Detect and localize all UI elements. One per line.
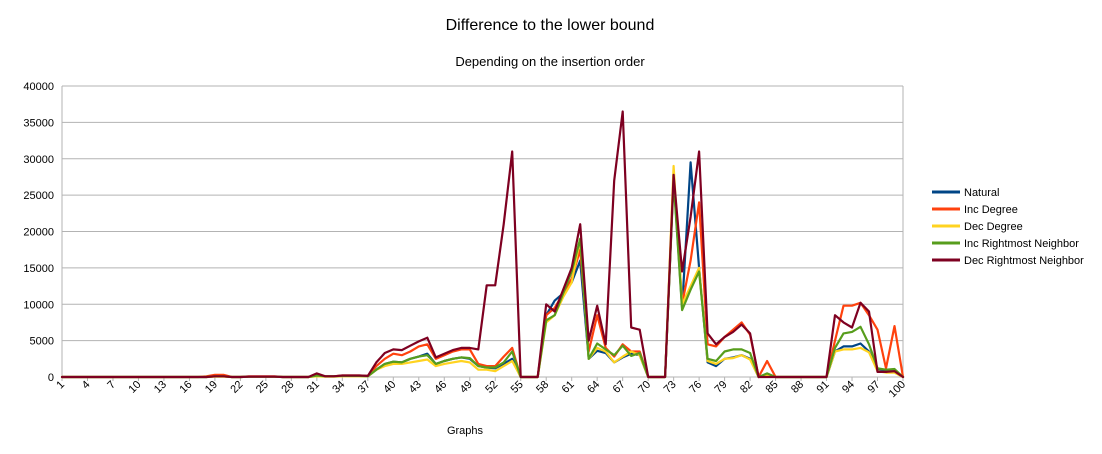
x-tick-label: 79 — [713, 379, 730, 396]
x-tick-label: 19 — [203, 379, 220, 396]
y-tick-label: 10000 — [23, 299, 54, 311]
x-tick-label: 13 — [152, 379, 169, 396]
legend-entry: Dec Rightmost Neighbor — [964, 255, 1084, 267]
series-line-inc-rightmost-neighbor — [60, 179, 905, 379]
x-tick-label: 97 — [865, 379, 882, 396]
legend-entry: Natural — [964, 187, 999, 199]
x-tick-label: 85 — [764, 379, 781, 396]
x-tick-label: 4 — [80, 379, 93, 392]
legend-entry: Inc Rightmost Neighbor — [964, 238, 1079, 250]
x-tick-label: 76 — [687, 379, 704, 396]
x-tick-label: 52 — [483, 379, 500, 396]
x-tick-label: 73 — [662, 379, 679, 396]
x-tick-label: 28 — [279, 379, 296, 396]
x-tick-label: 100 — [887, 379, 908, 400]
y-tick-label: 30000 — [23, 154, 54, 166]
x-tick-label: 37 — [356, 379, 373, 396]
y-tick-label: 40000 — [23, 81, 54, 93]
x-tick-label: 16 — [177, 379, 194, 396]
x-tick-label: 7 — [105, 379, 118, 392]
x-tick-label: 34 — [330, 379, 347, 396]
series-line-inc-degree — [60, 172, 905, 379]
x-tick-label: 1 — [54, 379, 67, 392]
series-lines — [60, 110, 905, 379]
x-axis-ticks: 1 4 7 10 13 16 19 22 25 28 31 34 37 40 43 46 49 52 55 58 61 6… — [54, 377, 908, 400]
x-tick-label: 40 — [381, 379, 398, 396]
x-tick-label: 82 — [738, 379, 755, 396]
series-line-dec-degree — [60, 164, 905, 379]
x-tick-label: 64 — [585, 379, 602, 396]
x-tick-label: 31 — [305, 379, 322, 396]
chart-subtitle: Depending on the insertion order — [455, 54, 645, 69]
x-axis-label: Graphs — [447, 425, 484, 437]
x-tick-label: 91 — [815, 379, 832, 396]
x-tick-label: 10 — [126, 379, 143, 396]
legend-entry: Dec Degree — [964, 221, 1023, 233]
y-tick-label: 15000 — [23, 263, 54, 275]
x-tick-label: 67 — [611, 379, 628, 396]
legend-entry: Inc Degree — [964, 204, 1018, 216]
x-tick-label: 58 — [534, 379, 551, 396]
gridlines — [61, 85, 904, 378]
x-tick-label: 43 — [407, 379, 424, 396]
x-tick-label: 61 — [560, 379, 577, 396]
y-tick-label: 35000 — [23, 117, 54, 129]
x-tick-label: 25 — [254, 379, 271, 396]
y-tick-label: 5000 — [30, 336, 54, 348]
x-tick-label: 94 — [840, 379, 857, 396]
y-axis-ticks: 0 5000 10000 15000 20000 25000 30000 35000 40000 — [23, 81, 54, 384]
y-tick-label: 25000 — [23, 190, 54, 202]
y-tick-label: 0 — [48, 372, 54, 384]
series-line-natural — [60, 161, 905, 379]
legend: Natural Inc Degree Dec Degree Inc Rightmost… — [932, 187, 1084, 267]
y-tick-label: 20000 — [23, 227, 54, 239]
x-tick-label: 70 — [636, 379, 653, 396]
x-tick-label: 46 — [432, 379, 449, 396]
x-tick-label: 22 — [228, 379, 245, 396]
x-tick-label: 49 — [458, 379, 475, 396]
x-tick-label: 88 — [789, 379, 806, 396]
series-line-dec-rightmost-neighbor — [60, 110, 905, 379]
x-tick-label: 55 — [509, 379, 526, 396]
chart-title: Difference to the lower bound — [446, 17, 655, 34]
